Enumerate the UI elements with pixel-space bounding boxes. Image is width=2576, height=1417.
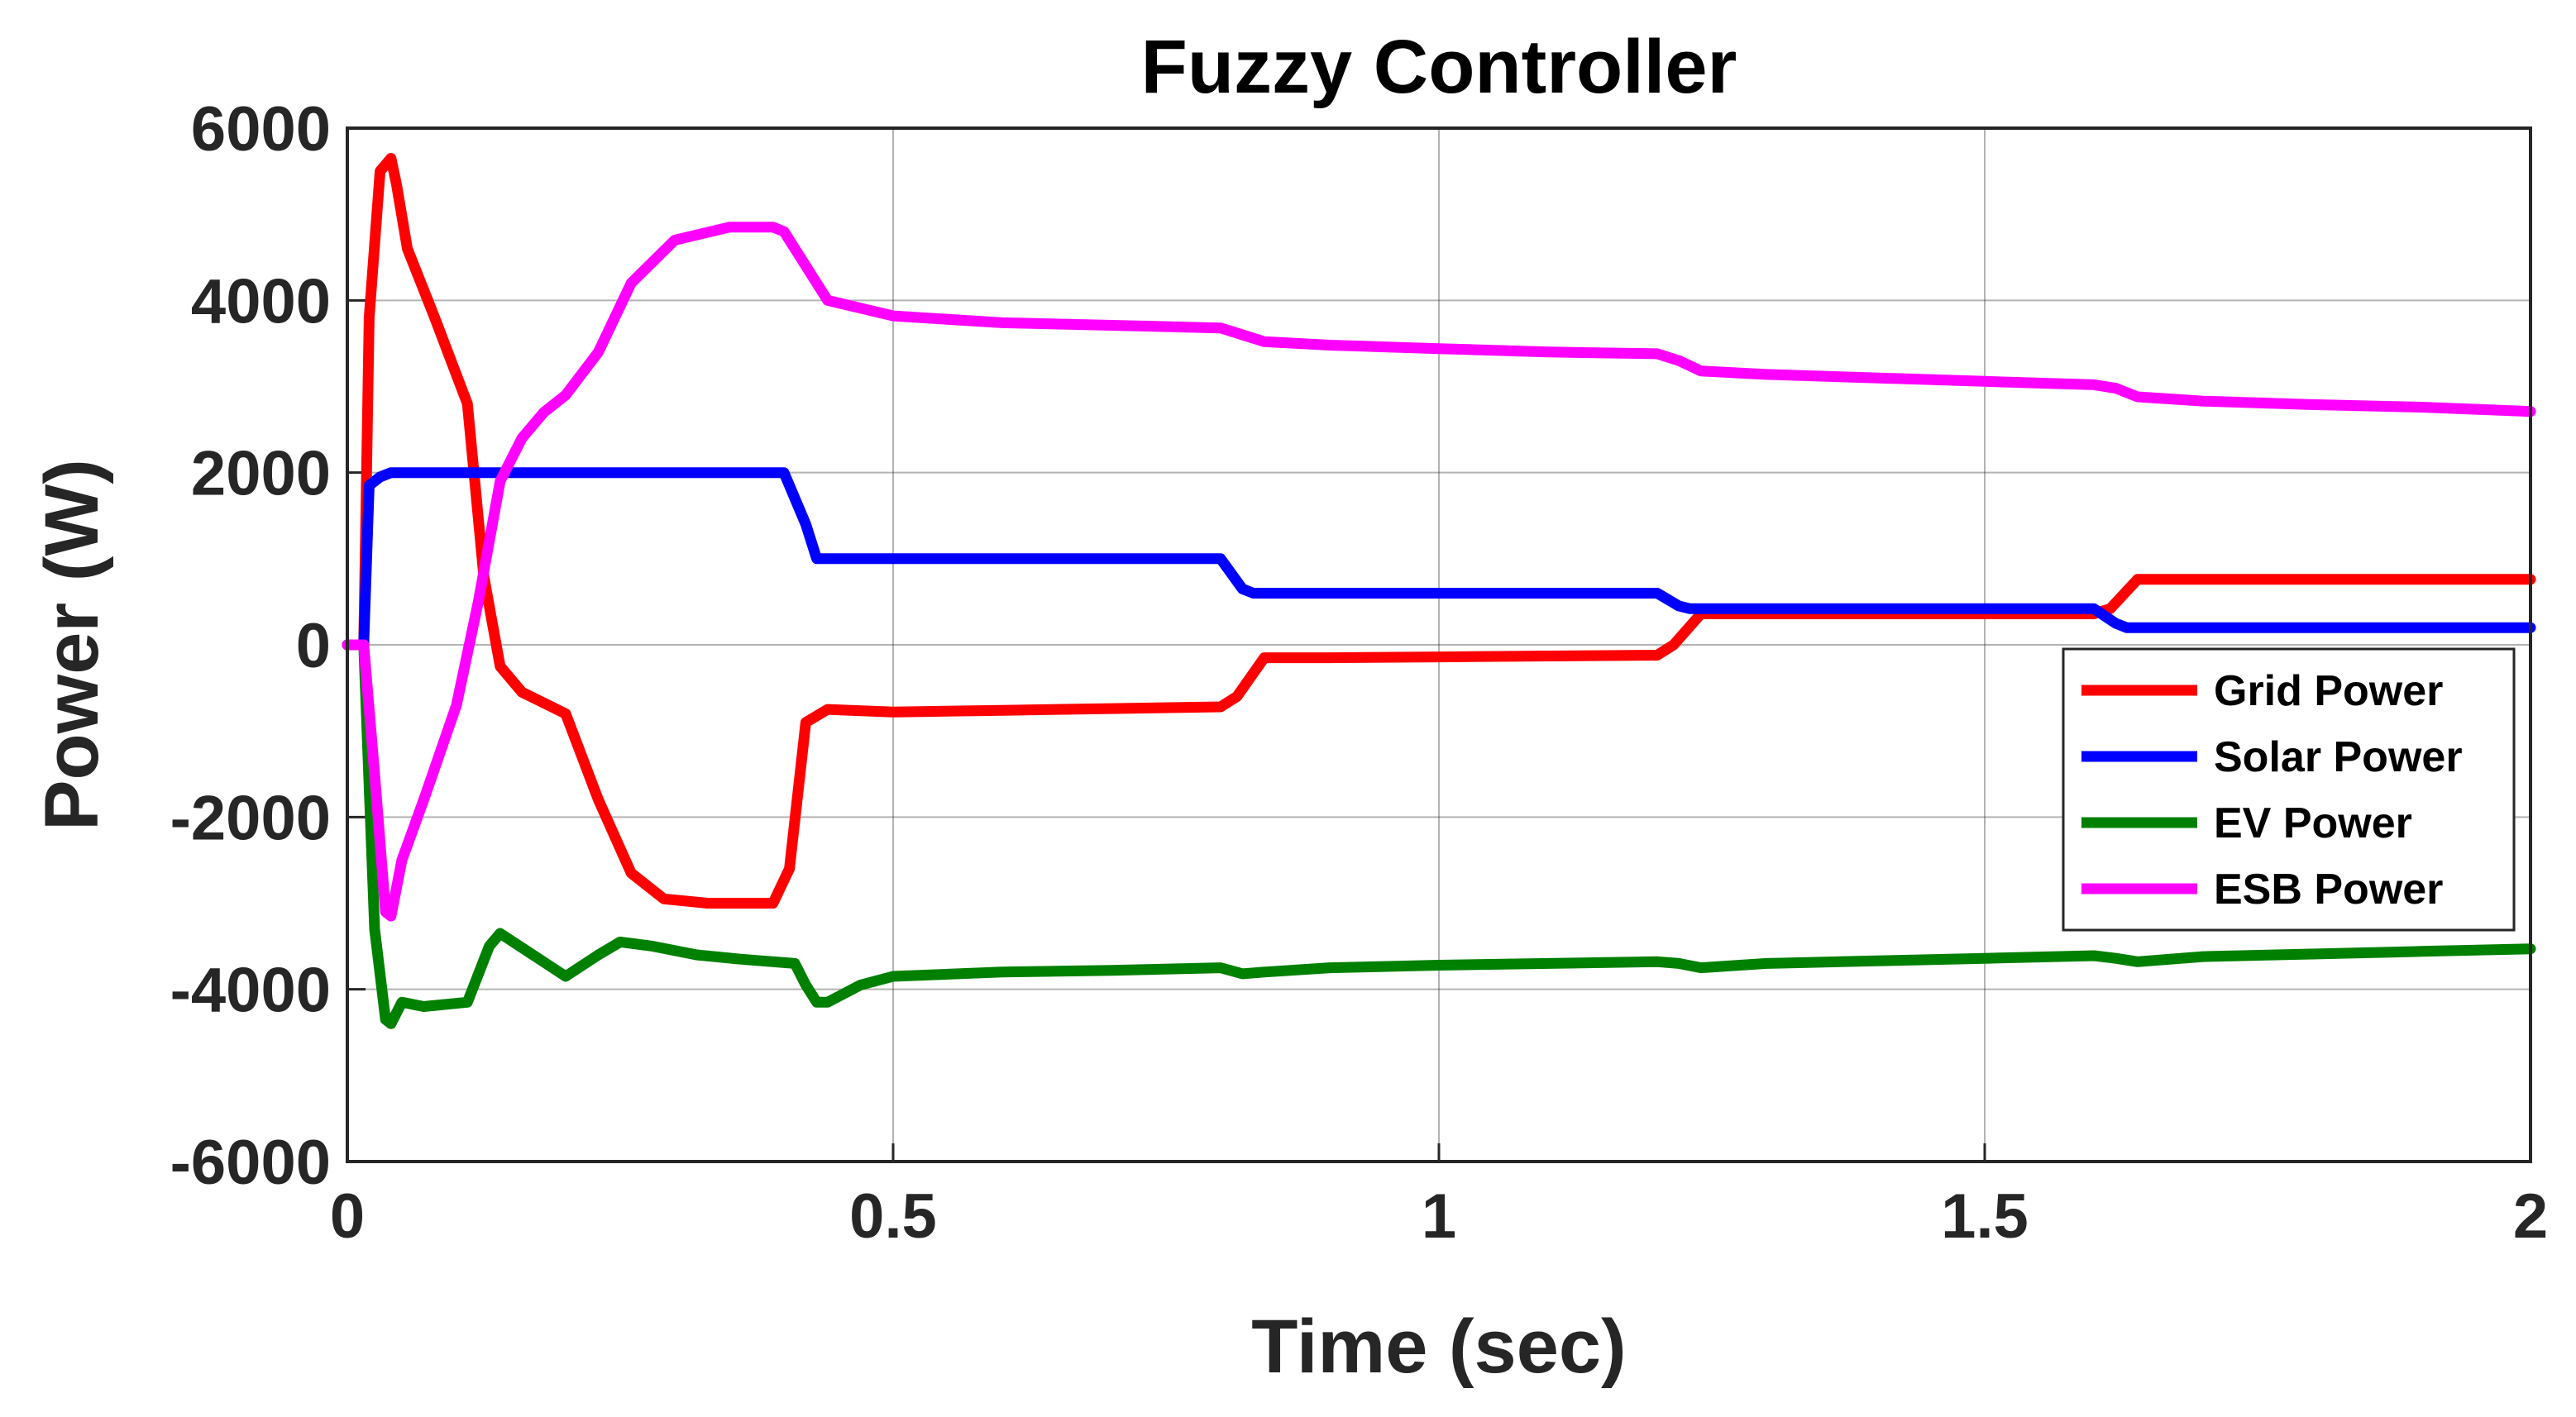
series-line-ev-power bbox=[342, 639, 2536, 1029]
legend-label-solar-power: Solar Power bbox=[2214, 733, 2463, 781]
x-tick-labels: 0 0.5 1 1.5 2 bbox=[330, 1181, 2548, 1252]
series-line-solar-power bbox=[342, 467, 2536, 651]
y-tick-label: -6000 bbox=[170, 1128, 331, 1198]
x-tick-label: 1.5 bbox=[1941, 1181, 2029, 1252]
y-tick-label: -2000 bbox=[170, 783, 331, 853]
x-tick-label: 0.5 bbox=[849, 1181, 937, 1252]
x-tick-label: 1 bbox=[1422, 1181, 1456, 1252]
legend-label-grid-power: Grid Power bbox=[2214, 667, 2443, 715]
legend-label-ev-power: EV Power bbox=[2214, 799, 2412, 847]
series-line-esb-power bbox=[342, 222, 2536, 922]
series-lines bbox=[342, 153, 2536, 1029]
y-tick-label: 2000 bbox=[191, 439, 331, 509]
legend: Grid Power Solar Power EV Power ESB Power bbox=[2062, 647, 2516, 932]
x-tick-label: 0 bbox=[330, 1181, 365, 1252]
plot-background bbox=[347, 128, 2531, 1162]
legend-box bbox=[2062, 647, 2516, 932]
x-axis-title: Time (sec) bbox=[1251, 1305, 1626, 1389]
plot-frame bbox=[346, 126, 2532, 1163]
y-axis-title: Power (W) bbox=[30, 459, 114, 831]
y-tick-labels: 6000 4000 2000 0 -2000 -4000 -6000 bbox=[170, 94, 331, 1198]
chart-title: Fuzzy Controller bbox=[1141, 25, 1737, 109]
x-tick-label: 2 bbox=[2513, 1181, 2548, 1252]
y-tick-label: -4000 bbox=[170, 956, 331, 1026]
y-tick-label: 4000 bbox=[191, 266, 331, 336]
y-tick-label: 6000 bbox=[191, 94, 331, 165]
legend-entries: Grid Power Solar Power EV Power ESB Power bbox=[2081, 667, 2463, 914]
y-tick-label: 0 bbox=[296, 611, 331, 681]
legend-label-esb-power: ESB Power bbox=[2214, 866, 2443, 914]
